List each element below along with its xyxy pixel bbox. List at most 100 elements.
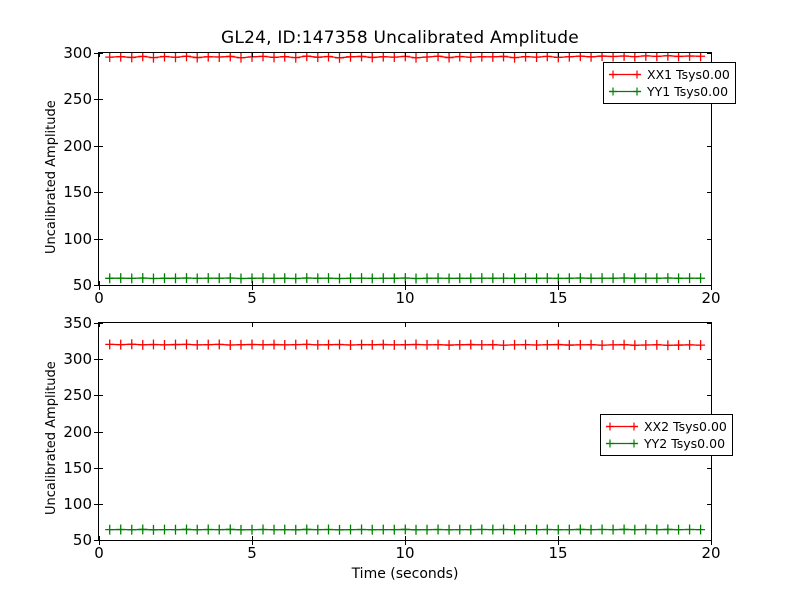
x-axis-tick xyxy=(405,285,406,290)
y-axis-tick xyxy=(707,53,711,54)
bottom-panel-y-axis-label: Uncalibrated Amplitude xyxy=(44,361,59,515)
y-axis-tick xyxy=(99,53,103,54)
y-axis-tick xyxy=(707,359,711,361)
x-axis-tick xyxy=(558,281,559,285)
y-axis-tick xyxy=(99,323,103,324)
x-axis-tick-label: 10 xyxy=(395,544,415,562)
legend-item[interactable]: YY2 Tsys0.00 xyxy=(605,435,727,452)
x-axis-tick-label: 15 xyxy=(548,544,568,562)
x-axis-tick-label: 5 xyxy=(247,544,257,562)
x-axis-tick-label: 20 xyxy=(701,289,721,307)
y-axis-tick-label: 150 xyxy=(63,458,92,477)
legend-item[interactable]: XX2 Tsys0.00 xyxy=(605,418,727,435)
y-axis-tick xyxy=(99,503,103,505)
y-axis-tick xyxy=(707,285,711,286)
y-axis-tick xyxy=(94,53,99,54)
y-axis-tick-label: 100 xyxy=(63,494,92,513)
x-axis-tick-label: 0 xyxy=(94,544,104,562)
x-axis-tick xyxy=(99,285,100,290)
legend-label: YY2 Tsys0.00 xyxy=(644,436,726,451)
x-axis-tick xyxy=(405,53,406,57)
y-axis-tick-label: 150 xyxy=(63,183,92,202)
data-series-yy xyxy=(105,273,706,284)
y-axis-tick-label: 300 xyxy=(63,350,92,369)
legend-line-sample-icon xyxy=(608,85,642,98)
y-axis-tick xyxy=(94,359,99,361)
x-axis-tick-label: 5 xyxy=(247,289,257,307)
legend-label: XX1 Tsys0.00 xyxy=(647,67,730,82)
x-axis-tick xyxy=(711,53,712,57)
y-axis-tick xyxy=(707,323,711,324)
y-axis-tick xyxy=(707,395,711,397)
data-series-yy xyxy=(105,524,706,535)
top-panel-y-axis-label: Uncalibrated Amplitude xyxy=(44,100,59,254)
x-axis-tick xyxy=(252,285,253,290)
y-axis-tick xyxy=(94,323,99,324)
x-axis-tick xyxy=(99,281,100,285)
y-axis-tick xyxy=(94,395,99,397)
y-axis-tick xyxy=(707,145,711,147)
y-axis-tick xyxy=(94,540,99,541)
x-axis-tick xyxy=(711,285,712,290)
y-axis-tick xyxy=(94,285,99,286)
y-axis-tick-label: 50 xyxy=(72,531,92,549)
y-axis-tick xyxy=(707,192,711,194)
legend-line-sample-icon xyxy=(605,420,639,433)
y-axis-tick xyxy=(94,192,99,194)
x-axis-tick xyxy=(558,323,559,327)
x-axis-tick xyxy=(252,53,253,57)
bottom-panel-plot-area xyxy=(99,323,711,540)
x-axis-tick xyxy=(558,536,559,540)
legend-item[interactable]: YY1 Tsys0.00 xyxy=(608,83,730,100)
y-axis-tick-label: 250 xyxy=(63,90,92,109)
x-axis-tick xyxy=(99,323,100,327)
y-axis-tick xyxy=(94,503,99,505)
top-panel-legend: XX1 Tsys0.00 YY1 Tsys0.00 xyxy=(603,62,736,104)
x-axis-tick-label: 0 xyxy=(94,289,104,307)
y-axis-tick xyxy=(94,145,99,147)
y-axis-tick xyxy=(99,359,103,361)
y-axis-tick xyxy=(99,145,103,147)
chart-title: GL24, ID:147358 Uncalibrated Amplitude xyxy=(221,28,579,48)
legend-line-sample-icon xyxy=(608,68,642,81)
y-axis-tick-label: 250 xyxy=(63,386,92,405)
y-axis-tick xyxy=(99,192,103,194)
x-axis-tick xyxy=(252,536,253,540)
y-axis-tick-label: 50 xyxy=(72,276,92,294)
y-axis-tick xyxy=(707,467,711,469)
bottom-panel-legend: XX2 Tsys0.00 YY2 Tsys0.00 xyxy=(600,414,733,456)
y-axis-tick xyxy=(707,540,711,541)
y-axis-tick xyxy=(99,238,103,240)
y-axis-tick-label: 200 xyxy=(63,136,92,155)
x-axis-tick xyxy=(99,53,100,57)
x-axis-tick xyxy=(405,540,406,545)
x-axis-tick xyxy=(711,323,712,327)
legend-item[interactable]: XX1 Tsys0.00 xyxy=(608,66,730,83)
y-axis-tick xyxy=(99,540,103,541)
y-axis-tick-label: 300 xyxy=(63,44,92,62)
y-axis-tick-label: 200 xyxy=(63,422,92,441)
y-axis-tick xyxy=(99,285,103,286)
x-axis-tick xyxy=(711,281,712,285)
legend-label: XX2 Tsys0.00 xyxy=(644,419,727,434)
x-axis-tick xyxy=(405,536,406,540)
y-axis-tick xyxy=(94,431,99,433)
y-axis-tick xyxy=(94,467,99,469)
x-axis-tick xyxy=(558,53,559,57)
x-axis-tick xyxy=(252,540,253,545)
x-axis-tick xyxy=(558,540,559,545)
y-axis-tick-label: 100 xyxy=(63,229,92,248)
y-axis-tick-label: 350 xyxy=(63,314,92,332)
top-panel-plot-area xyxy=(99,53,711,285)
x-axis-tick xyxy=(405,281,406,285)
x-axis-tick xyxy=(99,536,100,540)
y-axis-tick xyxy=(99,395,103,397)
legend-label: YY1 Tsys0.00 xyxy=(647,84,729,99)
y-axis-tick xyxy=(707,503,711,505)
y-axis-tick xyxy=(94,99,99,101)
x-axis-tick-label: 15 xyxy=(548,289,568,307)
y-axis-tick xyxy=(99,99,103,101)
x-axis-tick-label: 20 xyxy=(701,544,721,562)
y-axis-tick xyxy=(94,238,99,240)
